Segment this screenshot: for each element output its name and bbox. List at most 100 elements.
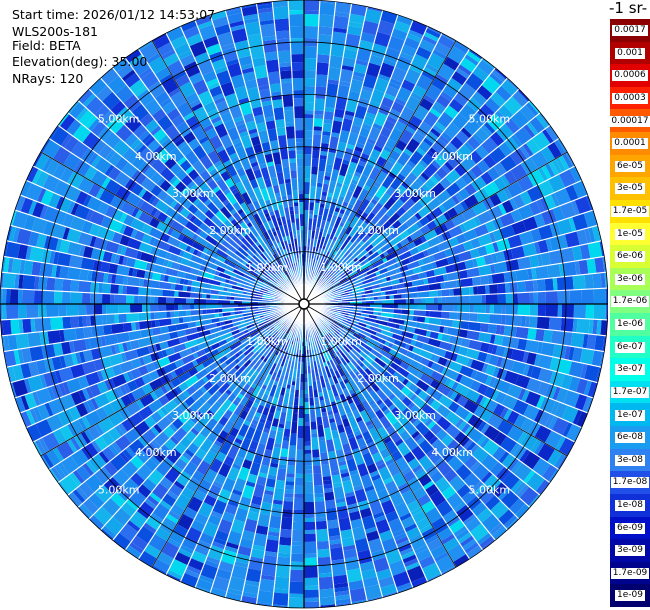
range-gate	[213, 96, 226, 105]
range-gate	[288, 348, 295, 361]
range-gate	[233, 115, 245, 123]
range-gate	[136, 483, 152, 499]
range-gate	[222, 198, 230, 207]
range-gate	[369, 254, 382, 265]
range-gate	[282, 94, 294, 108]
range-gate	[398, 393, 407, 402]
range-gate	[110, 252, 117, 264]
range-gate	[489, 333, 496, 345]
range-gate	[84, 429, 95, 443]
range-gate	[198, 229, 209, 240]
range-gate	[169, 199, 179, 209]
range-gate	[283, 257, 291, 270]
range-gate	[382, 408, 391, 416]
range-gate	[334, 590, 350, 597]
range-gate	[530, 150, 549, 169]
range-gate	[249, 502, 262, 510]
range-gate	[304, 25, 319, 39]
range-gate	[110, 100, 127, 116]
range-gate	[199, 438, 214, 454]
range-gate	[568, 216, 577, 233]
colorbar-tick-label: 0.0006	[612, 70, 648, 82]
range-gate	[424, 63, 439, 74]
range-gate	[473, 215, 482, 227]
range-gate	[267, 361, 275, 370]
range-gate	[347, 90, 361, 102]
range-gate	[163, 383, 172, 393]
range-gate	[261, 562, 277, 577]
range-gate	[410, 430, 421, 440]
range-gate	[459, 535, 475, 548]
range-gate	[385, 439, 399, 455]
range-gate	[255, 122, 267, 133]
range-gate	[333, 15, 350, 30]
range-gate	[415, 421, 430, 437]
range-gate	[170, 220, 185, 233]
range-gate	[412, 510, 427, 524]
range-gate	[152, 360, 160, 370]
range-gate	[104, 379, 113, 392]
range-gate	[351, 75, 365, 82]
range-gate	[433, 42, 451, 57]
range-gate	[227, 244, 238, 254]
range-gate	[339, 468, 350, 475]
range-gate	[238, 332, 251, 341]
range-gate	[150, 439, 162, 450]
range-gate	[419, 523, 433, 534]
range-gate	[264, 286, 277, 294]
range-gate	[380, 384, 394, 398]
range-gate	[372, 376, 385, 389]
range-gate	[421, 403, 437, 418]
range-gate	[134, 376, 146, 389]
range-gate	[289, 433, 298, 446]
range-gate	[476, 434, 487, 447]
range-gate	[341, 442, 352, 453]
range-gate	[274, 355, 281, 365]
range-gate	[329, 359, 338, 372]
range-gate	[107, 427, 122, 442]
range-gate	[322, 331, 327, 336]
range-gate	[367, 364, 380, 377]
range-gate	[432, 124, 444, 135]
range-gate	[264, 199, 274, 213]
range-gate	[84, 115, 98, 130]
range-gate	[304, 102, 315, 111]
range-gate	[368, 201, 376, 209]
range-gate	[284, 178, 292, 184]
range-gate	[228, 152, 239, 160]
range-gate	[501, 471, 521, 491]
range-gate	[389, 361, 400, 372]
ray	[1, 304, 299, 352]
range-gate	[299, 381, 304, 390]
range-gate	[537, 443, 556, 462]
range-gate	[20, 197, 34, 215]
range-gate	[12, 364, 24, 382]
range-gate	[247, 202, 256, 213]
range-gate	[286, 343, 292, 352]
range-gate	[159, 476, 174, 491]
range-gate	[135, 250, 143, 260]
range-gate	[3, 335, 10, 352]
range-gate	[78, 315, 84, 328]
range-gate	[438, 134, 450, 145]
range-gate	[330, 323, 338, 331]
range-gate	[288, 339, 293, 344]
range-gate	[171, 464, 183, 474]
range-gate	[340, 472, 351, 479]
range-gate	[25, 409, 36, 426]
range-gate	[469, 294, 482, 304]
range-gate	[205, 249, 220, 260]
range-gate	[514, 373, 531, 390]
range-gate	[424, 534, 439, 545]
range-gate	[326, 226, 334, 235]
range-gate	[570, 332, 585, 349]
range-gate	[552, 277, 558, 291]
range-gate	[88, 336, 103, 350]
range-gate	[323, 330, 328, 335]
range-gate	[574, 260, 581, 276]
range-gate	[382, 145, 393, 154]
range-gate	[364, 526, 378, 534]
range-gate	[233, 191, 245, 206]
ray	[3, 240, 299, 304]
range-gate	[213, 439, 223, 448]
